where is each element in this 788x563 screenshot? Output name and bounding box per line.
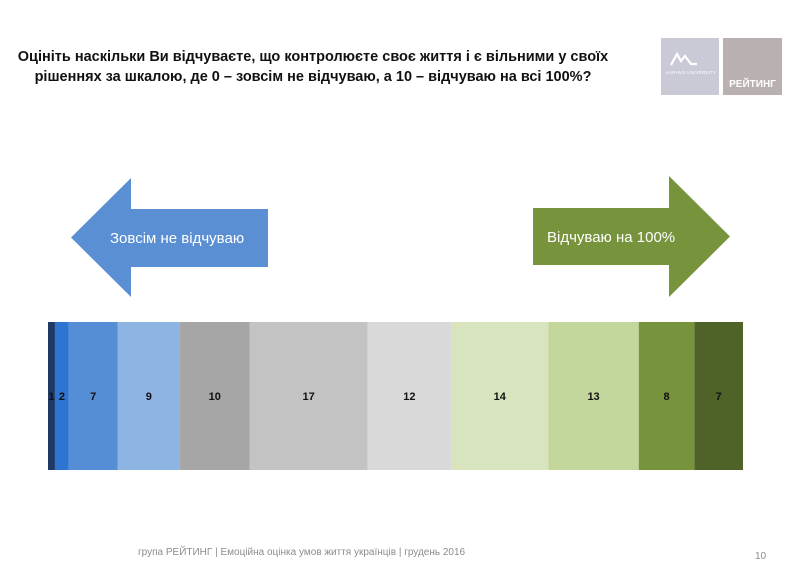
bar-segment-7 <box>451 322 549 470</box>
left-arrow: Зовсім не відчуваю <box>71 178 268 297</box>
data-label-3: 9 <box>146 391 152 403</box>
data-label-0: 1 <box>48 391 54 403</box>
data-label-1: 2 <box>59 391 65 403</box>
bar-segment-5 <box>249 322 368 470</box>
bar-segment-10 <box>694 322 743 470</box>
bar-segment-9 <box>638 322 695 470</box>
data-label-2: 7 <box>90 391 96 403</box>
wave-icon <box>670 51 697 66</box>
university-logo: AARHUS UNIVERSITY <box>661 38 719 95</box>
question-line-1: Оцініть наскільки Ви відчуваєте, що конт… <box>17 49 609 65</box>
right-arrow: Відчуваю на 100% <box>533 176 730 297</box>
data-label-6: 12 <box>403 391 415 403</box>
rating-logo: РЕЙТИНГ <box>723 38 782 95</box>
page-number: 10 <box>755 551 767 562</box>
data-label-5: 17 <box>303 391 315 403</box>
bar-segment-2 <box>68 322 118 470</box>
rating-logo-text: РЕЙТИНГ <box>729 79 776 90</box>
footer-text: група РЕЙТИНГ | Емоційна оцінка умов жит… <box>138 547 466 558</box>
right-arrow-label: Відчуваю на 100% <box>547 229 676 246</box>
bar-segment-4 <box>180 322 250 470</box>
data-label-7: 14 <box>494 391 507 403</box>
data-label-9: 8 <box>663 391 669 403</box>
question-title: Оцініть наскільки Ви відчуваєте, що конт… <box>8 47 618 87</box>
bar-segment-1 <box>54 322 69 470</box>
bar-segment-8 <box>548 322 639 470</box>
data-label-4: 10 <box>209 391 221 403</box>
bar-segment-6 <box>367 322 452 470</box>
data-label-10: 7 <box>716 391 722 403</box>
bar-segment-0 <box>48 322 55 470</box>
left-arrow-label: Зовсім не відчуваю <box>110 230 245 247</box>
bar-segment-3 <box>117 322 181 470</box>
data-label-8: 13 <box>587 391 599 403</box>
question-line-2: рішеннях за шкалою, де 0 – зовсім не від… <box>34 69 592 85</box>
university-logo-text: AARHUS UNIVERSITY <box>665 70 717 75</box>
